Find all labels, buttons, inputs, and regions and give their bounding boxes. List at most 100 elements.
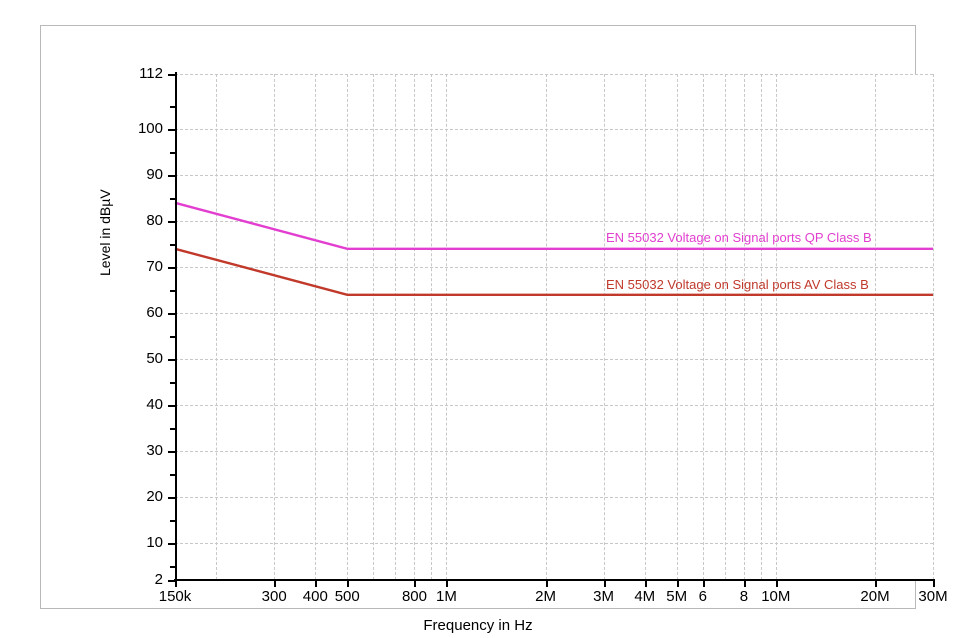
x-tick — [775, 579, 778, 587]
x-tick-label: 500 — [334, 588, 360, 605]
gridline-vertical — [775, 74, 777, 580]
x-tick-label: 3M — [593, 588, 614, 605]
y-tick-minor — [170, 474, 176, 477]
y-tick-minor — [170, 290, 176, 293]
y-tick — [168, 129, 176, 132]
y-tick-label: 40 — [146, 396, 163, 414]
y-tick — [168, 580, 176, 582]
gridline-vertical — [702, 74, 704, 580]
y-tick-label: 60 — [146, 304, 163, 322]
gridline-horizontal — [175, 497, 933, 499]
y-tick-label: 20 — [146, 488, 163, 506]
gridline-vertical — [347, 74, 349, 580]
y-tick-minor — [170, 566, 176, 569]
gridline-horizontal — [175, 74, 933, 75]
gridline-horizontal — [175, 267, 933, 269]
gridline-vertical — [603, 74, 605, 580]
gridline-horizontal — [175, 405, 933, 407]
y-tick-label: 10 — [146, 534, 163, 552]
limit-line-qp — [174, 201, 933, 250]
x-axis-line — [174, 579, 934, 581]
x-tick-label: 8 — [739, 588, 749, 605]
x-tick — [414, 579, 417, 587]
y-axis-line — [175, 72, 177, 582]
y-tick — [168, 451, 176, 454]
gridline-vertical — [373, 74, 375, 580]
gridline-vertical — [743, 74, 745, 580]
y-tick-label: 2 — [154, 571, 163, 588]
y-tick-minor — [170, 244, 176, 247]
gridline-horizontal — [175, 359, 933, 361]
x-tick-label: 400 — [302, 588, 328, 605]
y-tick — [168, 175, 176, 178]
x-axis-title: Frequency in Hz — [423, 617, 533, 634]
gridline-vertical — [274, 74, 276, 580]
y-tick — [168, 543, 176, 546]
y-tick — [168, 405, 176, 408]
x-tick — [274, 579, 277, 587]
x-tick — [743, 579, 746, 587]
plot-area — [174, 74, 934, 580]
y-tick-minor — [170, 382, 176, 385]
gridline-vertical — [414, 74, 416, 580]
x-tick — [933, 579, 935, 587]
y-tick-label: 90 — [146, 166, 163, 184]
y-tick — [168, 497, 176, 500]
y-tick-label: 112 — [139, 65, 163, 82]
limit-line-av — [174, 247, 933, 296]
y-tick-minor — [170, 428, 176, 431]
chart-frame: 2 10 20 30 40 50 60 70 80 90 100 112 150k 300 400 500 8… — [40, 25, 948, 634]
y-axis-title: Level in dBµV — [97, 189, 113, 276]
gridline-horizontal — [175, 221, 933, 223]
y-tick — [168, 221, 176, 224]
gridline-vertical — [315, 74, 317, 580]
x-tick-label: 4M — [634, 588, 656, 605]
y-tick-label: 80 — [146, 212, 163, 230]
gridline-vertical — [644, 74, 646, 580]
gridline-vertical — [676, 74, 678, 580]
x-tick-label: 1M — [435, 588, 457, 605]
gridline-vertical — [216, 74, 218, 580]
x-tick — [545, 579, 548, 587]
series-label-qp: EN 55032 Voltage on Signal ports QP Clas… — [606, 230, 872, 245]
x-tick-label: 10M — [761, 588, 791, 605]
y-tick-label: 70 — [146, 258, 163, 276]
x-tick-label: 150k — [158, 588, 192, 605]
x-tick — [347, 579, 350, 587]
x-tick-label: 30M — [918, 588, 948, 605]
x-tick — [702, 579, 705, 587]
y-tick — [168, 313, 176, 316]
x-tick — [315, 579, 318, 587]
x-tick — [175, 579, 177, 587]
x-tick — [874, 579, 877, 587]
gridline-horizontal — [175, 451, 933, 453]
y-tick-label: 50 — [146, 350, 163, 368]
y-tick-label: 100 — [137, 120, 163, 138]
gridline-horizontal — [175, 543, 933, 545]
y-tick — [168, 267, 176, 270]
gridline-vertical — [874, 74, 876, 580]
gridline-vertical — [545, 74, 547, 580]
gridline-horizontal — [175, 313, 933, 315]
x-tick-label: 5M — [666, 588, 688, 605]
limit-curves — [174, 201, 933, 296]
x-tick-label: 2M — [535, 588, 556, 605]
x-tick — [676, 579, 679, 587]
y-tick-minor — [170, 336, 176, 339]
gridline-vertical — [446, 74, 448, 580]
y-tick-minor — [170, 106, 176, 109]
series-label-av: EN 55032 Voltage on Signal ports AV Clas… — [606, 277, 869, 292]
gridline-vertical — [760, 74, 762, 580]
gridline-horizontal — [175, 175, 933, 177]
gridline-vertical — [724, 74, 726, 580]
x-tick — [603, 579, 606, 587]
y-tick-minor — [170, 520, 176, 523]
x-tick-label: 6 — [698, 588, 707, 605]
y-tick-minor — [170, 198, 176, 201]
gridline-vertical — [431, 74, 433, 580]
x-tick-label: 300 — [261, 588, 287, 605]
x-tick-label: 800 — [401, 588, 427, 605]
gridline-vertical — [933, 74, 934, 580]
x-tick-label: 20M — [860, 588, 890, 605]
